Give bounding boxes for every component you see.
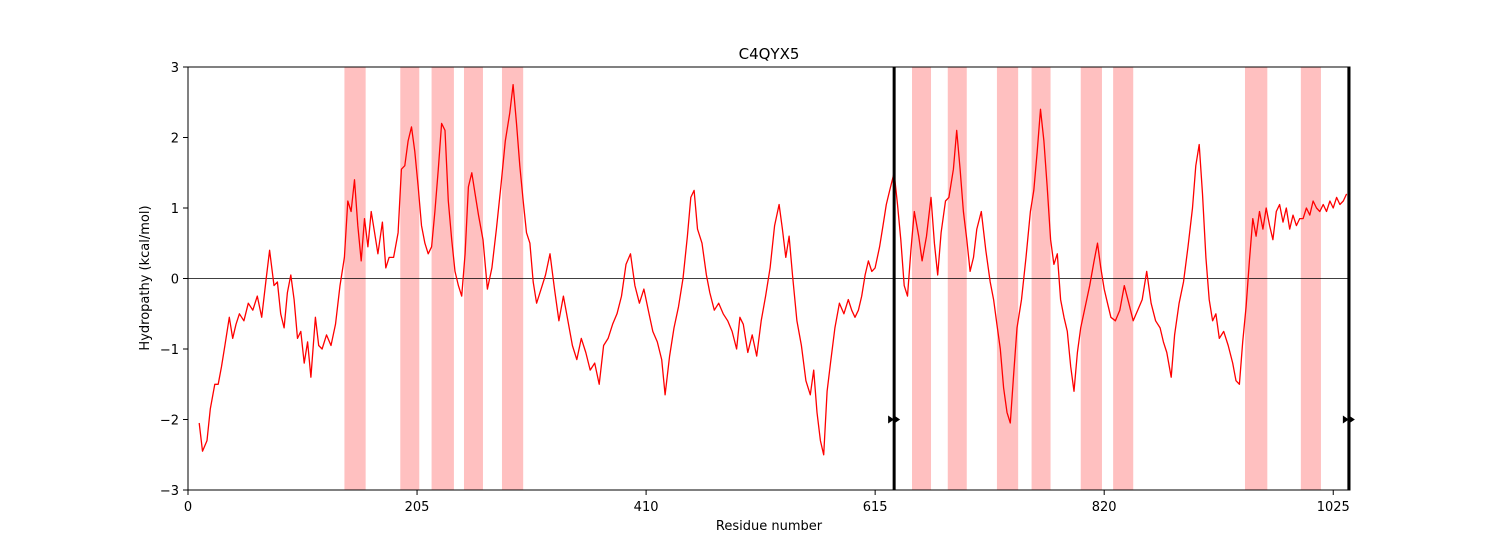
x-tick-label: 820 [1092,500,1117,515]
y-tick-label: 2 [171,132,179,147]
y-tick-label: −1 [160,343,179,358]
x-axis-label: Residue number [716,519,823,534]
chart-title: C4QYX5 [739,45,800,63]
x-tick-label: 0 [184,500,192,515]
y-tick-label: 3 [171,61,179,76]
y-axis-label: Hydropathy (kcal/mol) [138,205,153,350]
y-tick-label: 1 [171,202,179,217]
boundary-marker-right [894,415,901,424]
y-tick-label: −2 [160,414,179,429]
x-tick-label: 205 [405,500,430,515]
boundary-marker-left [888,415,895,424]
x-tick-label: 1025 [1317,500,1350,515]
x-axis: 0 205 410 615 820 1025 [184,490,1350,515]
x-tick-label: 615 [863,500,888,515]
x-tick-label: 410 [634,500,659,515]
y-tick-label: −3 [160,484,179,499]
hydropathy-series-line [198,83,1348,456]
y-axis: −3 −2 −1 0 1 2 3 [160,61,188,499]
boundary-marker-left [1342,415,1349,424]
y-tick-label: 0 [171,273,179,288]
